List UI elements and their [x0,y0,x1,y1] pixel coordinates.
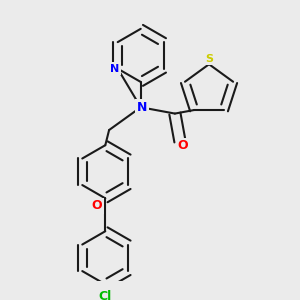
Text: O: O [177,139,188,152]
Text: S: S [205,54,213,64]
Text: Cl: Cl [99,290,112,300]
Text: N: N [137,101,147,114]
Text: N: N [110,64,119,74]
Text: O: O [92,200,102,212]
